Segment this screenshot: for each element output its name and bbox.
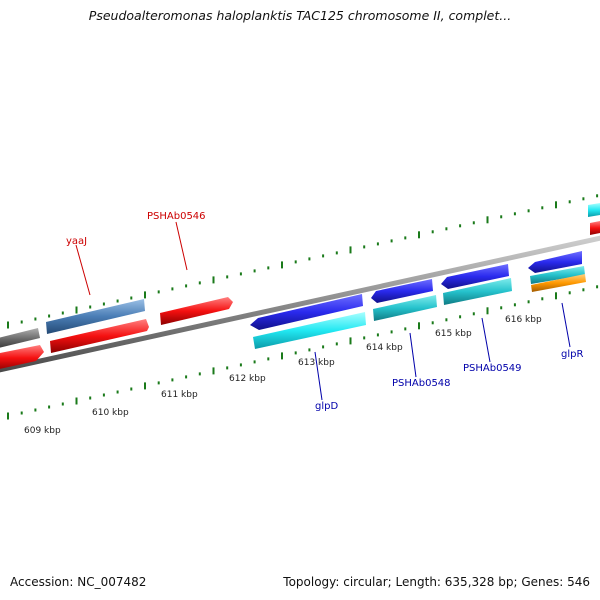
gene-arrow-reverse-edge[interactable] — [590, 221, 600, 235]
psha0549-pointer — [481, 317, 491, 363]
tick-label-612: 612 kbp — [229, 374, 266, 384]
tick-label-615: 615 kbp — [435, 329, 472, 339]
gene-arrow-psha0548-teal[interactable] — [373, 295, 437, 321]
tick-label-611: 611 kbp — [161, 390, 198, 400]
summary-text: Topology: circular; Length: 635,328 bp; … — [283, 575, 590, 589]
gene-arrow-psha0549-teal[interactable] — [443, 278, 512, 305]
gene-arrow-glpd-cyan[interactable] — [253, 312, 366, 349]
gene-arrow-reverse-1[interactable] — [0, 345, 44, 371]
map-title: Pseudoalteromonas haloplanktis TAC125 ch… — [88, 8, 512, 23]
glpd-pointer — [314, 351, 323, 401]
label-yaaj[interactable]: yaaJ — [66, 236, 87, 247]
tick-label-613: 613 kbp — [298, 358, 335, 368]
label-psha0548[interactable]: PSHAb0548 — [392, 378, 451, 389]
tick-label-610: 610 kbp — [92, 408, 129, 418]
gene-arrow-glpr-orange[interactable] — [531, 274, 586, 292]
gene-arrow-reverse-2[interactable] — [50, 319, 149, 353]
gene-arrow-cyan-edge[interactable] — [588, 203, 600, 217]
upper-tick-row — [7, 194, 599, 329]
gene-arrow-yaaj[interactable] — [46, 299, 145, 334]
gene-arrow-psha0549-blue[interactable] — [441, 264, 509, 289]
psha0546-pointer — [175, 221, 188, 271]
gene-arrow-psha0548-blue[interactable] — [371, 279, 433, 303]
lower-tick-row — [7, 285, 599, 420]
gene-arrow-glpd-blue[interactable] — [250, 294, 363, 330]
gene-arrow-psha0546[interactable] — [160, 297, 233, 325]
tick-label-614: 614 kbp — [366, 343, 403, 353]
tick-label-616: 616 kbp — [505, 315, 542, 325]
tick-label-609: 609 kbp — [24, 426, 61, 436]
glpr-pointer — [561, 302, 571, 348]
chromosome-backbone — [0, 235, 600, 373]
gene-arrow-glpr-teal[interactable] — [530, 266, 585, 284]
label-psha0546[interactable]: PSHAb0546 — [147, 211, 206, 222]
yaaj-pointer — [75, 244, 91, 296]
label-glpr[interactable]: glpR — [561, 349, 583, 360]
label-glpd[interactable]: glpD — [315, 401, 338, 412]
label-psha0549[interactable]: PSHAb0549 — [463, 363, 522, 374]
gene-arrow-glpr-blue[interactable] — [528, 251, 582, 273]
accession-text: Accession: NC_007482 — [10, 575, 147, 589]
gene-arrow-gray[interactable] — [0, 328, 40, 350]
psha0548-pointer — [409, 332, 417, 378]
